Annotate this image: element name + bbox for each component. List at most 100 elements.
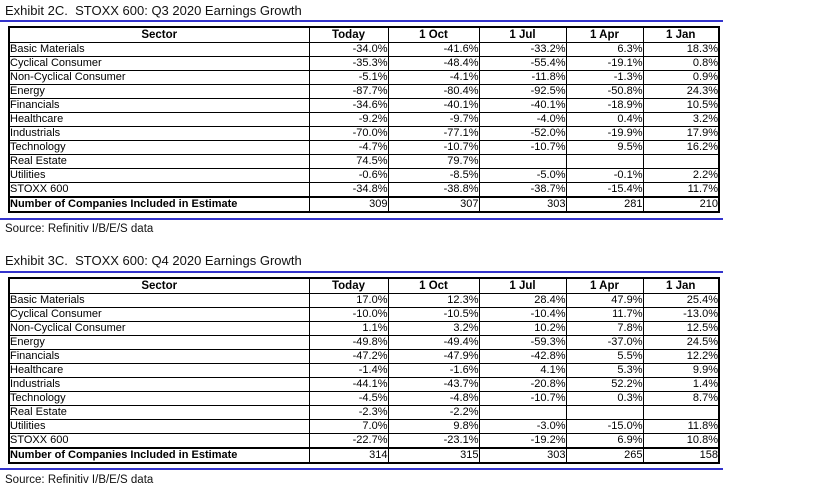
column-header-1jul: 1 Jul [478,277,567,294]
column-header-1jan: 1 Jan [642,26,720,43]
value-cell: 1.4% [642,377,720,392]
value-cell: 25.4% [642,293,720,308]
sector-cell: Non-Cyclical Consumer [8,70,310,85]
title-divider-rule [0,20,723,22]
column-header-1apr: 1 Apr [565,26,644,43]
value-cell: 6.9% [565,433,644,449]
header-row: Sector Today 1 Oct 1 Jul 1 Apr 1 Jan [8,277,720,294]
table-row: Healthcare -1.4% -1.6% 4.1% 5.3% 9.9% [8,363,720,378]
table-row: Real Estate -2.3% -2.2% [8,405,720,420]
value-cell: -22.7% [308,433,389,449]
value-cell: 47.9% [565,293,644,308]
sector-cell: STOXX 600 [8,182,310,198]
column-header-1jan: 1 Jan [642,277,720,294]
table-row: Non-Cyclical Consumer -5.1% -4.1% -11.8% -1.… [8,70,720,85]
value-cell: 18.3% [642,42,720,57]
value-cell: 11.7% [642,182,720,198]
value-cell: 11.8% [642,419,720,434]
value-cell: 28.4% [478,293,567,308]
value-cell: -92.5% [478,84,567,99]
value-cell: -19.2% [478,433,567,449]
value-cell: -13.0% [642,307,720,322]
value-cell: -2.3% [308,405,389,420]
value-cell: -10.7% [478,140,567,155]
value-cell: -10.4% [478,307,567,322]
sector-cell: Basic Materials [8,293,310,308]
value-cell: 5.5% [565,349,644,364]
sector-cell: Real Estate [8,405,310,420]
value-cell: -10.7% [387,140,480,155]
value-cell: -49.4% [387,335,480,350]
value-cell [565,154,644,169]
value-cell: -1.3% [565,70,644,85]
value-cell: -34.8% [308,182,389,198]
value-cell: -8.5% [387,168,480,183]
sector-cell: Basic Materials [8,42,310,57]
value-cell: 0.9% [642,70,720,85]
value-cell: -4.1% [387,70,480,85]
column-header-sector: Sector [8,26,310,43]
value-cell: 17.0% [308,293,389,308]
value-cell: -4.5% [308,391,389,406]
table-row: Utilities -0.6% -8.5% -5.0% -0.1% 2.2% [8,168,720,183]
sector-cell: Utilities [8,419,310,434]
value-cell: 314 [308,447,389,464]
sector-cell: Non-Cyclical Consumer [8,321,310,336]
value-cell: -1.6% [387,363,480,378]
value-cell: -47.9% [387,349,480,364]
sector-cell: Real Estate [8,154,310,169]
value-cell: -15.4% [565,182,644,198]
sector-cell: Financials [8,98,310,113]
sector-cell: Technology [8,140,310,155]
value-cell: 1.1% [308,321,389,336]
sector-cell: Energy [8,335,310,350]
value-cell: 79.7% [387,154,480,169]
table-row: Financials -34.6% -40.1% -40.1% -18.9% 10.5% [8,98,720,113]
summary-row: Number of Companies Included in Estimate… [8,196,720,213]
table-row: STOXX 600 -34.8% -38.8% -38.7% -15.4% 11.7% [8,182,720,198]
value-cell: -50.8% [565,84,644,99]
value-cell: 17.9% [642,126,720,141]
value-cell: 9.8% [387,419,480,434]
value-cell: -5.1% [308,70,389,85]
value-cell: -34.0% [308,42,389,57]
table-row: Cyclical Consumer -10.0% -10.5% -10.4% 11.7%… [8,307,720,322]
value-cell: 309 [308,196,389,213]
value-cell: -19.9% [565,126,644,141]
value-cell: -10.5% [387,307,480,322]
value-cell: -4.8% [387,391,480,406]
value-cell: 6.3% [565,42,644,57]
value-cell: -18.9% [565,98,644,113]
value-cell: -9.2% [308,112,389,127]
table-row: Healthcare -9.2% -9.7% -4.0% 0.4% 3.2% [8,112,720,127]
value-cell: 12.3% [387,293,480,308]
value-cell: 0.3% [565,391,644,406]
value-cell: -15.0% [565,419,644,434]
value-cell: -34.6% [308,98,389,113]
value-cell: -10.7% [478,391,567,406]
value-cell: -52.0% [478,126,567,141]
value-cell: -9.7% [387,112,480,127]
value-cell: -80.4% [387,84,480,99]
column-header-1jul: 1 Jul [478,26,567,43]
value-cell: 303 [478,196,567,213]
sector-cell: Cyclical Consumer [8,307,310,322]
column-header-today: Today [308,277,389,294]
value-cell: -47.2% [308,349,389,364]
sector-cell: Healthcare [8,112,310,127]
value-cell [478,405,567,420]
value-cell: -20.8% [478,377,567,392]
sector-cell: Utilities [8,168,310,183]
value-cell: 12.5% [642,321,720,336]
table-row: Energy -87.7% -80.4% -92.5% -50.8% 24.3% [8,84,720,99]
table-row: STOXX 600 -22.7% -23.1% -19.2% 6.9% 10.8% [8,433,720,449]
sector-cell: Technology [8,391,310,406]
exhibit-3c-title: Exhibit 3C. STOXX 600: Q4 2020 Earnings … [5,253,302,268]
value-cell: 9.9% [642,363,720,378]
value-cell: 24.5% [642,335,720,350]
value-cell: 281 [565,196,644,213]
table-row: Industrials -70.0% -77.1% -52.0% -19.9% 17.9% [8,126,720,141]
value-cell: 158 [642,447,720,464]
value-cell: -40.1% [478,98,567,113]
table-bottom-rule [0,218,723,220]
